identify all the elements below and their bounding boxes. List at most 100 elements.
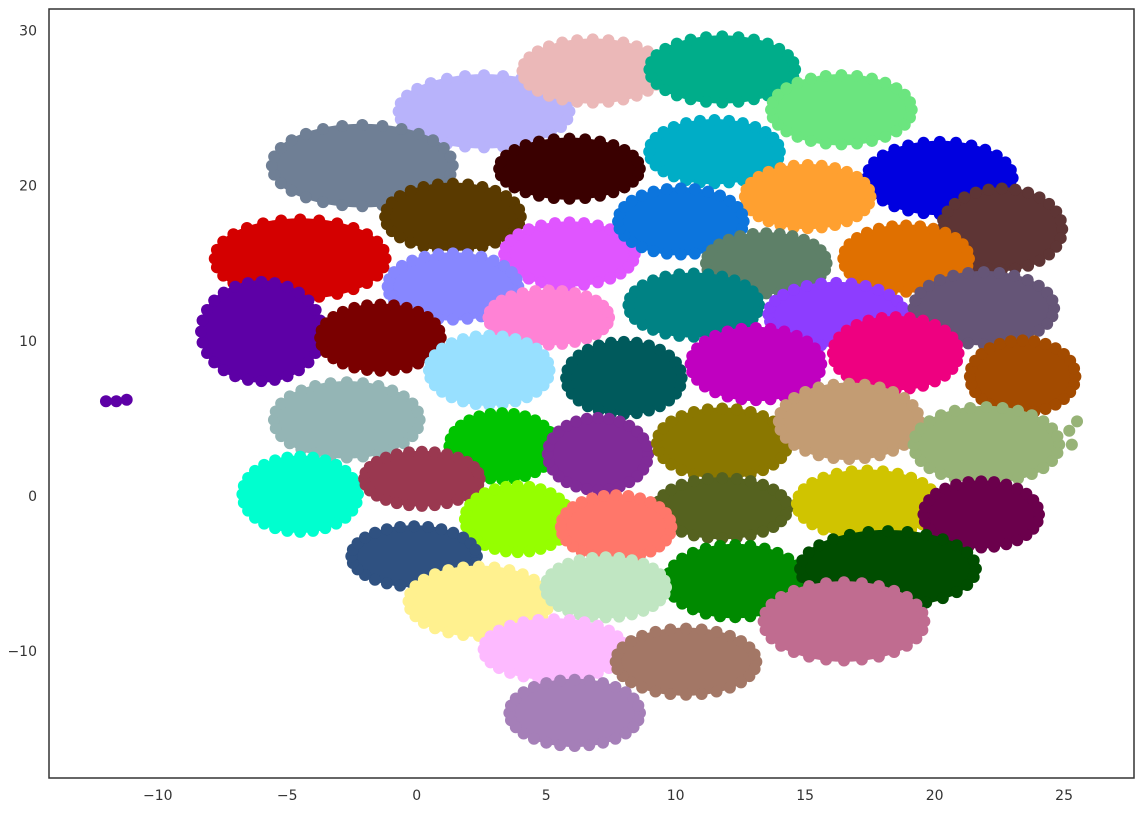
cluster-27-edge-point: [928, 318, 941, 331]
x-tick-label: 20: [926, 788, 944, 804]
cluster-24-edge-point: [469, 397, 482, 410]
cluster-12-edge-point: [604, 223, 617, 236]
cluster-36-edge-point: [428, 446, 441, 459]
cluster-23-edge-point: [361, 363, 374, 376]
cluster-27-edge-point: [917, 379, 930, 392]
cluster-37-edge-point: [756, 478, 769, 491]
cluster-43-edge-point: [758, 542, 771, 555]
cluster-33-body: [776, 382, 922, 461]
cluster-18-edge-point: [309, 303, 322, 316]
cluster-49-edge-point: [664, 623, 677, 636]
cluster-23-edge-point: [400, 301, 413, 314]
outlier-point-4: [1071, 415, 1084, 428]
cluster-18-edge-point: [201, 303, 214, 316]
cluster-49-edge-point: [743, 670, 756, 683]
cluster-44-edge-point: [950, 586, 963, 599]
cluster-20-edge-point: [673, 268, 686, 281]
cluster-8-edge-point: [965, 139, 978, 152]
cluster-6-edge-point: [618, 143, 631, 156]
cluster-18-edge-point: [268, 373, 281, 386]
cluster-4-edge-point: [772, 88, 785, 101]
cluster-7-edge-point: [749, 120, 762, 133]
cluster-35-edge-point: [307, 524, 320, 537]
cluster-42-edge-point: [422, 520, 435, 533]
cluster-16-edge-point: [900, 285, 913, 298]
cluster-45-edge-point: [417, 616, 430, 629]
cluster-7-edge-point: [680, 117, 693, 130]
cluster-6-edge-point: [626, 175, 639, 188]
cluster-6-edge-point: [519, 186, 532, 199]
cluster-3-body: [647, 35, 798, 104]
cluster-12-edge-point: [548, 217, 561, 230]
cluster-4-edge-point: [804, 134, 817, 147]
cluster-17-edge-point: [487, 254, 500, 267]
cluster-40-edge-point: [511, 479, 524, 492]
cluster-2-edge-point: [556, 36, 569, 49]
cluster-9-body: [742, 164, 873, 230]
cluster-12-edge-point: [591, 276, 604, 289]
cluster-23-edge-point: [412, 357, 425, 370]
cluster-38-edge-point: [830, 467, 843, 480]
cluster-25-edge-point: [663, 394, 676, 407]
cluster-46-edge-point: [658, 574, 671, 587]
y-tick-label: 30: [19, 24, 37, 40]
cluster-22-edge-point: [962, 267, 975, 280]
cluster-12: [498, 216, 641, 292]
cluster-21-edge-point: [830, 276, 843, 289]
cluster-42-edge-point: [408, 520, 421, 533]
cluster-29-edge-point: [340, 451, 353, 464]
cluster-37-edge-point: [687, 475, 700, 488]
cluster-9-edge-point: [774, 162, 787, 175]
cluster-47-edge-point: [759, 606, 772, 619]
outlier-point-1: [99, 395, 112, 408]
cluster-40-edge-point: [523, 545, 536, 558]
x-tick-label: −10: [143, 788, 173, 804]
cluster-2-edge-point: [523, 51, 536, 64]
cluster-44-edge-point: [950, 539, 963, 552]
outlier-point-3: [120, 393, 133, 406]
cluster-39-edge-point: [988, 540, 1001, 553]
cluster-8-edge-point: [1004, 163, 1017, 176]
cluster-50-edge-point: [609, 681, 622, 694]
cluster-19-edge-point: [556, 285, 569, 298]
cluster-18-edge-point: [302, 356, 315, 369]
cluster-27-body: [831, 315, 961, 391]
cluster-37-edge-point: [744, 529, 757, 542]
cluster-45-edge-point: [516, 568, 529, 581]
cluster-45-edge-point: [472, 560, 485, 573]
cluster-31-edge-point: [570, 415, 583, 428]
cluster-49-edge-point: [625, 635, 638, 648]
cluster-22-edge-point: [1041, 317, 1054, 330]
cluster-4-edge-point: [851, 70, 864, 83]
cluster-47-edge-point: [803, 580, 816, 593]
cluster-26-body: [688, 326, 824, 402]
cluster-3-edge-point: [684, 93, 697, 106]
cluster-3-edge-point: [732, 95, 745, 108]
cluster-13-edge-point: [635, 189, 648, 202]
outlier-point-5: [1063, 424, 1076, 437]
cluster-36-edge-point: [390, 497, 403, 510]
cluster-40-edge-point: [488, 542, 501, 555]
cluster-28-edge-point: [975, 347, 988, 360]
cluster-18-edge-point: [217, 286, 230, 299]
cluster-46-edge-point: [573, 554, 586, 567]
cluster-12-edge-point: [535, 219, 548, 232]
cluster-23-edge-point: [348, 361, 361, 374]
cluster-23-edge-point: [348, 301, 361, 314]
cluster-11-edge-point: [371, 235, 384, 248]
cluster-5-edge-point: [285, 134, 298, 147]
cluster-40-edge-point: [534, 483, 547, 496]
cluster-40: [458, 479, 577, 559]
cluster-10-edge-point: [476, 240, 489, 253]
cluster-10-body: [383, 182, 523, 251]
cluster-24-edge-point: [436, 342, 449, 355]
cluster-21-edge-point: [872, 283, 885, 296]
cluster-47-edge-point: [888, 645, 901, 658]
cluster-46-edge-point: [646, 600, 659, 613]
x-tick-label: −5: [277, 788, 298, 804]
cluster-6-edge-point: [547, 133, 560, 146]
cluster-6: [493, 132, 646, 205]
cluster-29-edge-point: [340, 376, 353, 389]
cluster-8-edge-point: [949, 136, 962, 149]
cluster-28-edge-point: [1039, 337, 1052, 350]
